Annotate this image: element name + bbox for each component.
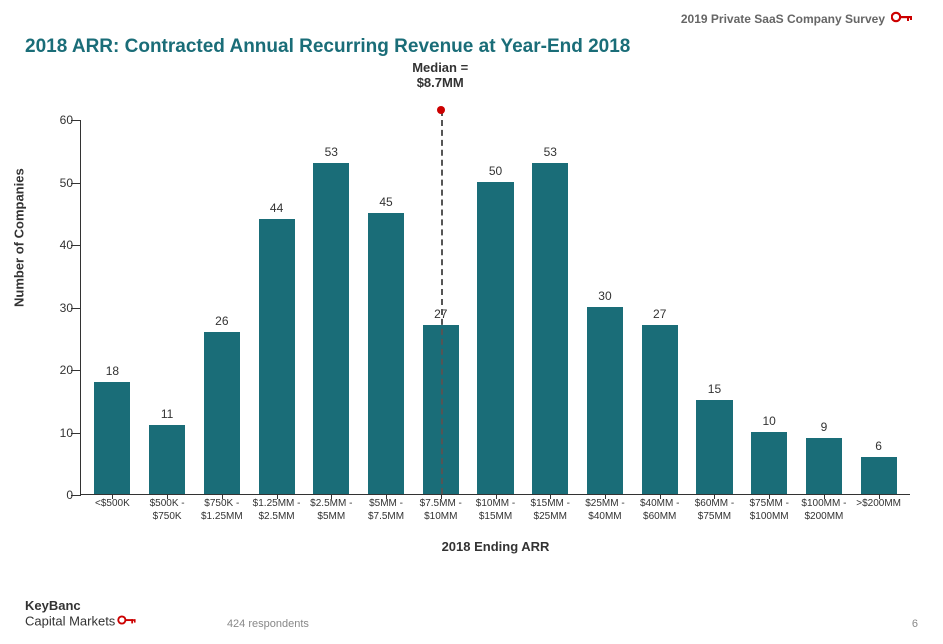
bar-slot: 10$75MM - $100MM bbox=[742, 120, 797, 494]
bar-slot: 18<$500K bbox=[85, 120, 140, 494]
bar-category-label: $75MM - $100MM bbox=[739, 494, 799, 523]
bar bbox=[642, 325, 678, 494]
bar-value-label: 6 bbox=[875, 439, 882, 453]
y-tick-label: 40 bbox=[43, 238, 73, 252]
bar-value-label: 53 bbox=[544, 145, 557, 159]
bar bbox=[751, 432, 787, 495]
bar-slot: 11$500K - $750K bbox=[140, 120, 195, 494]
bar-slot: 6>$200MM bbox=[851, 120, 906, 494]
bar-value-label: 50 bbox=[489, 164, 502, 178]
bar-slot: 30$25MM - $40MM bbox=[578, 120, 633, 494]
bar-value-label: 26 bbox=[215, 314, 228, 328]
bar-value-label: 9 bbox=[821, 420, 828, 434]
bar-category-label: $25MM - $40MM bbox=[575, 494, 635, 523]
bar bbox=[587, 307, 623, 495]
bar bbox=[477, 182, 513, 495]
bar-value-label: 18 bbox=[106, 364, 119, 378]
bar-category-label: $15MM - $25MM bbox=[520, 494, 580, 523]
bar bbox=[259, 219, 295, 494]
bar-value-label: 10 bbox=[763, 414, 776, 428]
bar-category-label: $5MM - $7.5MM bbox=[356, 494, 416, 523]
bar-category-label: $2.5MM - $5MM bbox=[301, 494, 361, 523]
bar-slot: 15$60MM - $75MM bbox=[687, 120, 742, 494]
bar-value-label: 27 bbox=[653, 307, 666, 321]
median-label: Median = $8.7MM bbox=[412, 60, 468, 90]
bar bbox=[696, 400, 732, 494]
page-title: 2018 ARR: Contracted Annual Recurring Re… bbox=[25, 36, 630, 58]
bar-category-label: $1.25MM - $2.5MM bbox=[246, 494, 306, 523]
bar-value-label: 44 bbox=[270, 201, 283, 215]
y-tick-label: 0 bbox=[43, 488, 73, 502]
key-icon bbox=[117, 614, 137, 630]
bar-category-label: $60MM - $75MM bbox=[684, 494, 744, 523]
bar-category-label: $40MM - $60MM bbox=[630, 494, 690, 523]
y-tick-label: 50 bbox=[43, 176, 73, 190]
bar bbox=[806, 438, 842, 494]
bar-slot: 27$40MM - $60MM bbox=[632, 120, 687, 494]
bar-slot: 26$750K - $1.25MM bbox=[194, 120, 249, 494]
bar-category-label: $100MM - $200MM bbox=[794, 494, 854, 523]
bar-category-label: $750K - $1.25MM bbox=[192, 494, 252, 523]
bar bbox=[149, 425, 185, 494]
bar-value-label: 11 bbox=[161, 407, 173, 421]
x-axis-label: 2018 Ending ARR bbox=[81, 539, 910, 554]
bar-category-label: $7.5MM - $10MM bbox=[411, 494, 471, 523]
y-tick-label: 20 bbox=[43, 363, 73, 377]
bar bbox=[861, 457, 897, 495]
y-axis-label: Number of Companies bbox=[12, 168, 27, 307]
bar-slot: 50$10MM - $15MM bbox=[468, 120, 523, 494]
footer: KeyBanc Capital Markets 424 respondents … bbox=[25, 599, 918, 630]
bar bbox=[313, 163, 349, 494]
bar bbox=[368, 213, 404, 494]
keybanc-logo: KeyBanc Capital Markets bbox=[25, 599, 137, 630]
bar-value-label: 15 bbox=[708, 382, 721, 396]
bar bbox=[532, 163, 568, 494]
median-dot bbox=[437, 106, 445, 114]
header-survey: 2019 Private SaaS Company Survey bbox=[681, 10, 913, 27]
bar-value-label: 30 bbox=[598, 289, 611, 303]
y-tick-label: 10 bbox=[43, 426, 73, 440]
bar-slot: 9$100MM - $200MM bbox=[797, 120, 852, 494]
y-tick-label: 60 bbox=[43, 113, 73, 127]
bar-slot: 53$15MM - $25MM bbox=[523, 120, 578, 494]
bar-category-label: $10MM - $15MM bbox=[465, 494, 525, 523]
bar-slot: 45$5MM - $7.5MM bbox=[359, 120, 414, 494]
key-icon bbox=[891, 10, 913, 27]
bars-container: 18<$500K11$500K - $750K26$750K - $1.25MM… bbox=[81, 120, 910, 494]
bar-category-label: <$500K bbox=[82, 494, 142, 511]
bar bbox=[94, 382, 130, 495]
plot-area: Number of Companies 18<$500K11$500K - $7… bbox=[80, 120, 910, 495]
bar-value-label: 53 bbox=[325, 145, 338, 159]
median-line bbox=[441, 110, 443, 494]
bar-slot: 44$1.25MM - $2.5MM bbox=[249, 120, 304, 494]
logo-line2: Capital Markets bbox=[25, 613, 115, 628]
bar-category-label: >$200MM bbox=[849, 494, 909, 511]
page-number: 6 bbox=[912, 618, 918, 630]
logo-line1: KeyBanc bbox=[25, 598, 81, 613]
bar-value-label: 45 bbox=[379, 195, 392, 209]
respondents-text: 424 respondents bbox=[227, 618, 309, 630]
arr-histogram-chart: Median = $8.7MM Number of Companies 18<$… bbox=[80, 105, 910, 495]
bar-slot: 53$2.5MM - $5MM bbox=[304, 120, 359, 494]
survey-name-text: 2019 Private SaaS Company Survey bbox=[681, 12, 885, 26]
bar bbox=[204, 332, 240, 495]
bar-category-label: $500K - $750K bbox=[137, 494, 197, 523]
y-tick-label: 30 bbox=[43, 301, 73, 315]
